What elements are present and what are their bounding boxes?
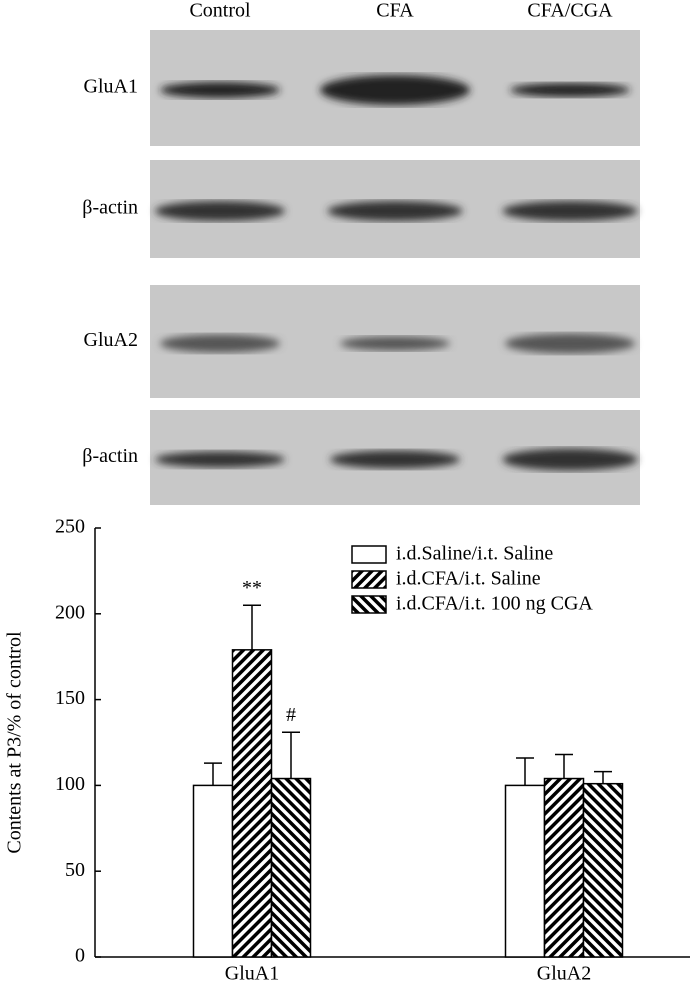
bar-chart: 0 50 100 150 200 250 Contents at P3/% of contr…: [4, 516, 690, 985]
row-label: GluA2: [84, 329, 138, 351]
legend-label: i.d.CFA/i.t. Saline: [396, 568, 541, 590]
y-tick-label: 50: [65, 859, 85, 881]
y-tick-label: 250: [55, 516, 85, 538]
annotation: **: [242, 577, 262, 599]
column-label: CFA: [376, 0, 414, 22]
column-label: Control: [189, 0, 251, 22]
row-label: β-actin: [82, 197, 138, 219]
legend-swatch: [351, 545, 387, 564]
band: [155, 451, 285, 468]
column-label: CFA/CGA: [527, 0, 613, 22]
band: [510, 83, 630, 97]
x-tick-label: GluA2: [537, 963, 591, 984]
bar: [582, 782, 624, 958]
y-tick-label: 150: [55, 687, 85, 709]
row-label: β-actin: [82, 445, 138, 467]
band: [330, 450, 460, 469]
band: [155, 201, 285, 221]
band: [340, 336, 450, 351]
y-tick-label: 200: [55, 601, 85, 623]
legend-swatch: [351, 595, 387, 614]
annotation: #: [286, 704, 296, 726]
band: [502, 448, 638, 471]
bar: [270, 777, 312, 958]
band: [502, 201, 638, 221]
bar: [192, 784, 234, 958]
band: [160, 82, 280, 98]
y-axis-label: Contents at P3/% of control: [4, 631, 26, 854]
legend-swatch: [351, 570, 387, 589]
band: [160, 334, 280, 353]
legend-label: i.d.Saline/i.t. Saline: [396, 543, 553, 565]
y-tick-label: 0: [75, 945, 85, 967]
band: [320, 75, 470, 105]
western-blot: Control CFA CFA/CGA GluA1 β-actin GluA2 β-acti…: [82, 0, 640, 505]
bar: [231, 649, 273, 958]
band: [505, 333, 635, 354]
y-tick-label: 100: [55, 773, 85, 795]
bar: [543, 777, 585, 958]
bar: [504, 784, 546, 958]
row-label: GluA1: [84, 76, 138, 98]
legend-label: i.d.CFA/i.t. 100 ng CGA: [396, 593, 593, 615]
x-tick-label: GluA1: [225, 963, 279, 984]
band: [327, 201, 463, 221]
